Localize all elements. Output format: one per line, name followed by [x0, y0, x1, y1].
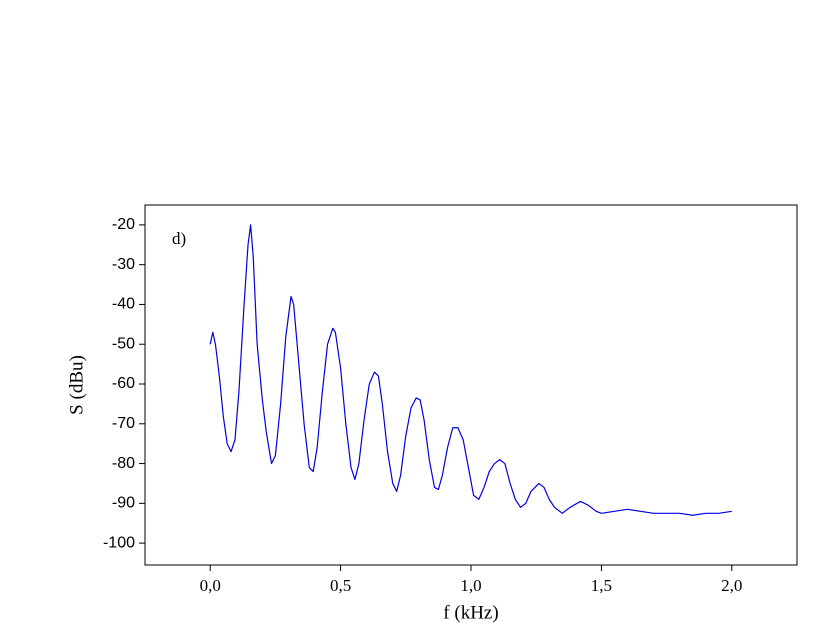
y-tick-label: -100: [103, 534, 135, 551]
annotation: d): [172, 229, 186, 248]
x-tick-label: 2,0: [721, 576, 742, 595]
x-tick-label: 0,0: [200, 576, 221, 595]
y-tick-label: -80: [112, 455, 135, 472]
y-tick-label: -40: [112, 296, 135, 313]
x-tick-label: 1,0: [460, 576, 481, 595]
x-tick-label: 0,5: [330, 576, 351, 595]
y-tick-label: -30: [112, 256, 135, 273]
y-tick-label: -70: [112, 415, 135, 432]
data-line: [209, 224, 732, 516]
y-tick-label: -90: [112, 495, 135, 512]
y-tick-label: -60: [112, 375, 135, 392]
plot-frame: [144, 204, 798, 566]
y-axis-label: S (dBu): [66, 355, 87, 415]
x-tick-label: 1,5: [591, 576, 612, 595]
y-tick-label: -20: [112, 216, 135, 233]
x-axis-label: f (kHz): [443, 602, 498, 623]
y-tick-label: -50: [112, 335, 135, 352]
